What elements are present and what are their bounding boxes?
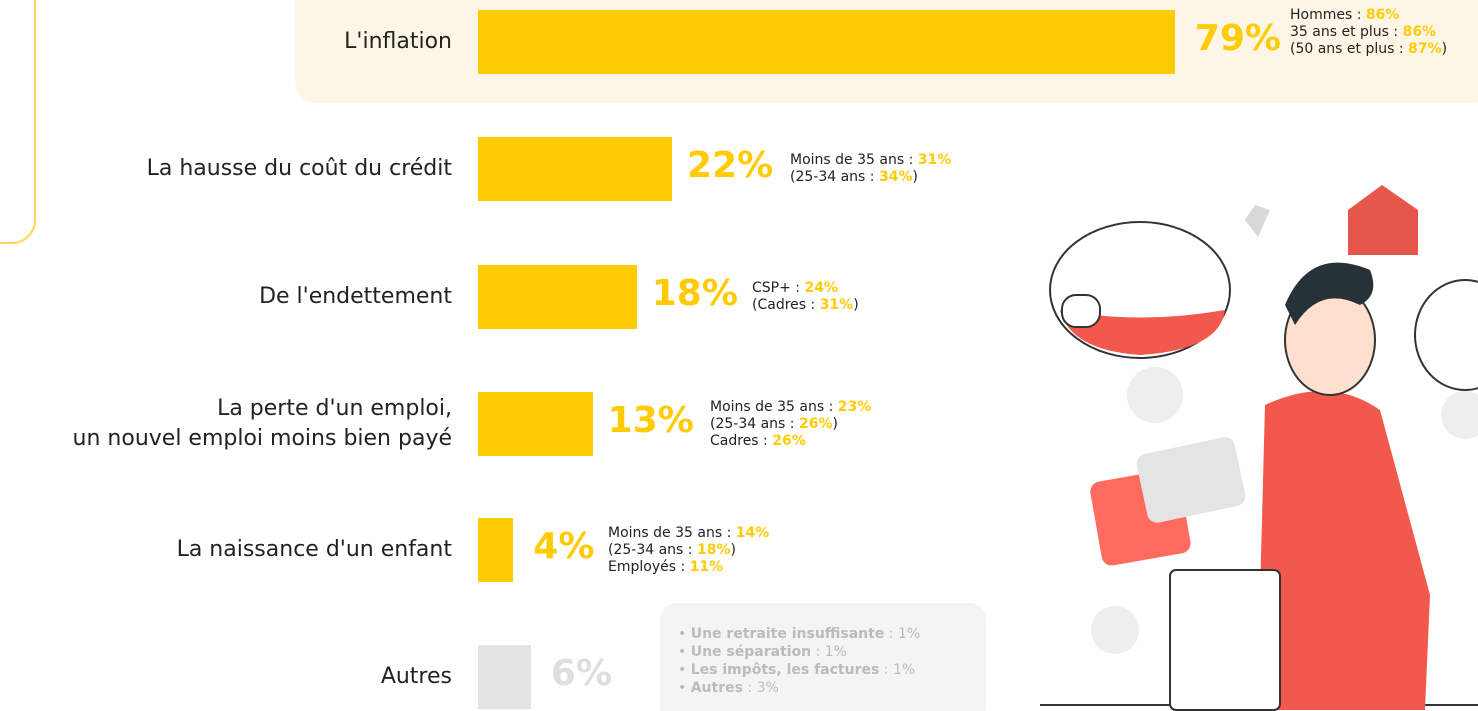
category-label: La hausse du coût du crédit (0, 154, 452, 184)
annotation-highlight: 24% (804, 280, 838, 296)
annotation-highlight: 87% (1408, 41, 1442, 57)
annotation-suffix: ) (832, 416, 837, 432)
annotation-text: Cadres : (710, 433, 772, 449)
annotation-highlight: 86% (1366, 7, 1400, 23)
annotation-text: (25-34 ans : (710, 416, 799, 432)
category-label: De l'endettement (0, 282, 452, 312)
annotation-text: Moins de 35 ans : (710, 399, 838, 415)
page: Une retraite insuffisante : 1%Une sépara… (0, 0, 1478, 711)
annotation-line: Moins de 35 ans : 14% (608, 525, 769, 542)
annotation-text: CSP+ : (752, 280, 804, 296)
value-label: 22% (687, 145, 773, 186)
annotation-text: Moins de 35 ans : (790, 152, 918, 168)
category-label: L'inflation (0, 27, 452, 57)
detail-name: Les impôts, les factures (691, 662, 880, 678)
annotation-suffix: ) (1442, 41, 1447, 57)
annotation-text: (25-34 ans : (608, 542, 697, 558)
annotation-highlight: 14% (736, 525, 770, 541)
annotation: Moins de 35 ans : 14%(25-34 ans : 18%)Em… (608, 525, 769, 576)
bar (478, 392, 593, 456)
annotation-suffix: ) (730, 542, 735, 558)
illustration (1030, 175, 1478, 711)
annotation-line: Hommes : 86% (1290, 7, 1447, 24)
detail-value: : 1% (811, 644, 847, 660)
detail-value: : 1% (884, 626, 920, 642)
category-label: La naissance d'un enfant (0, 535, 452, 565)
value-label: 13% (608, 400, 694, 441)
annotation-suffix: ) (853, 297, 858, 313)
annotation-line: (25-34 ans : 18%) (608, 542, 769, 559)
annotation-line: Cadres : 26% (710, 433, 871, 450)
detail-value: : 1% (879, 662, 915, 678)
annotation: Moins de 35 ans : 31%(25-34 ans : 34%) (790, 152, 951, 186)
annotation-suffix: ) (912, 169, 917, 185)
annotation-text: (50 ans et plus : (1290, 41, 1408, 57)
annotation-highlight: 86% (1403, 24, 1437, 40)
annotation-highlight: 34% (879, 169, 913, 185)
value-label: 18% (652, 273, 738, 314)
annotation-line: Moins de 35 ans : 23% (710, 399, 871, 416)
annotation-text: 35 ans et plus : (1290, 24, 1403, 40)
detail-line: Autres : 3% (678, 679, 986, 697)
value-label: 6% (551, 653, 612, 694)
annotation-highlight: 31% (820, 297, 854, 313)
annotation-highlight: 31% (918, 152, 952, 168)
annotation-highlight: 11% (690, 559, 724, 575)
annotation: CSP+ : 24%(Cadres : 31%) (752, 280, 859, 314)
annotation-text: Hommes : (1290, 7, 1366, 23)
annotation-line: Moins de 35 ans : 31% (790, 152, 951, 169)
annotation-text: (Cadres : (752, 297, 820, 313)
annotation-line: (50 ans et plus : 87%) (1290, 41, 1447, 58)
detail-value: : 3% (743, 680, 779, 696)
bar (478, 645, 531, 709)
category-label: Autres (0, 662, 452, 692)
annotation-highlight: 18% (697, 542, 731, 558)
bar (478, 265, 637, 329)
bar (478, 137, 672, 201)
annotation-highlight: 23% (838, 399, 872, 415)
detail-name: Autres (691, 680, 743, 696)
value-label: 4% (533, 526, 594, 567)
others-callout: Une retraite insuffisante : 1%Une sépara… (660, 603, 986, 711)
detail-line: Une séparation : 1% (678, 643, 986, 661)
detail-name: Une séparation (691, 644, 811, 660)
annotation-highlight: 26% (772, 433, 806, 449)
annotation-highlight: 26% (799, 416, 833, 432)
annotation-text: Moins de 35 ans : (608, 525, 736, 541)
bar (478, 10, 1175, 74)
bar (478, 518, 513, 582)
detail-line: Les impôts, les factures : 1% (678, 661, 986, 679)
value-label: 79% (1195, 18, 1281, 59)
annotation-text: Employés : (608, 559, 690, 575)
annotation: Moins de 35 ans : 23%(25-34 ans : 26%)Ca… (710, 399, 871, 450)
annotation-line: CSP+ : 24% (752, 280, 859, 297)
annotation-text: (25-34 ans : (790, 169, 879, 185)
annotation: Hommes : 86%35 ans et plus : 86%(50 ans … (1290, 7, 1447, 58)
annotation-line: (25-34 ans : 26%) (710, 416, 871, 433)
category-label: La perte d'un emploi, un nouvel emploi m… (0, 394, 452, 454)
annotation-line: (Cadres : 31%) (752, 297, 859, 314)
annotation-line: (25-34 ans : 34%) (790, 169, 951, 186)
detail-line: Une retraite insuffisante : 1% (678, 625, 986, 643)
annotation-line: Employés : 11% (608, 559, 769, 576)
annotation-line: 35 ans et plus : 86% (1290, 24, 1447, 41)
detail-name: Une retraite insuffisante (691, 626, 885, 642)
